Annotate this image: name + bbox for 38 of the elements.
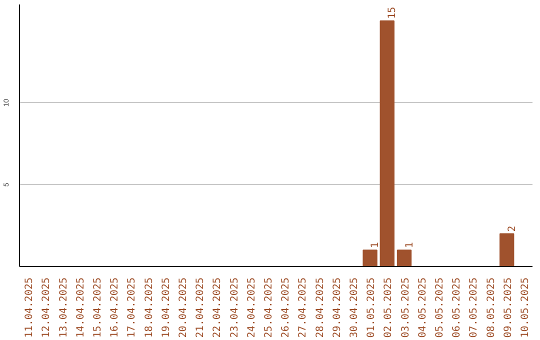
x-tick-label: 12.04.2025 [41,277,52,338]
x-tick-label: 27.04.2025 [298,277,309,338]
x-tick-label: 25.04.2025 [263,277,274,338]
x-tick-label: 02.05.2025 [383,277,394,338]
data-label: 15 [387,6,398,19]
data-label: 1 [370,242,382,248]
x-tick-label: 21.04.2025 [195,277,206,338]
x-tick-label: 15.04.2025 [92,277,104,338]
bar [500,233,514,266]
x-tick-label: 01.05.2025 [366,277,378,338]
x-tick-label: 05.05.2025 [434,277,446,338]
x-tick-label: 28.04.2025 [314,277,326,338]
x-tick-label: 17.04.2025 [126,277,138,338]
bar [380,20,394,266]
data-label: 1 [404,242,416,248]
x-tick-label: 03.05.2025 [400,277,412,338]
x-tick-label: 23.04.2025 [229,277,240,338]
x-tick-label: 08.05.2025 [486,277,497,338]
x-tick-label: 26.04.2025 [280,277,292,338]
x-tick-label: 20.04.2025 [178,277,189,338]
bar [362,250,378,266]
x-tick-label: 29.04.2025 [332,277,343,338]
x-tick-label: 04.05.2025 [417,277,428,338]
data-label: 2 [506,226,518,232]
x-tick-label: 11.04.2025 [24,277,36,338]
x-tick-label: 19.04.2025 [160,277,172,338]
x-tick-label: 16.04.2025 [110,277,121,338]
x-tick-label: 18.04.2025 [144,277,155,338]
x-tick-label: 22.04.2025 [212,277,224,338]
x-tick-label: 14.04.2025 [75,277,86,338]
x-tick-label: 07.05.2025 [468,277,480,338]
x-tick-label: 10.05.2025 [520,277,531,338]
x-tick-label: 06.05.2025 [452,277,463,338]
x-tick-label: 13.04.2025 [58,277,70,338]
x-tick-label: 24.04.2025 [246,277,258,338]
x-tick-label: 09.05.2025 [502,277,514,338]
bar [396,250,412,266]
x-tick-label: 30.04.2025 [348,277,360,338]
